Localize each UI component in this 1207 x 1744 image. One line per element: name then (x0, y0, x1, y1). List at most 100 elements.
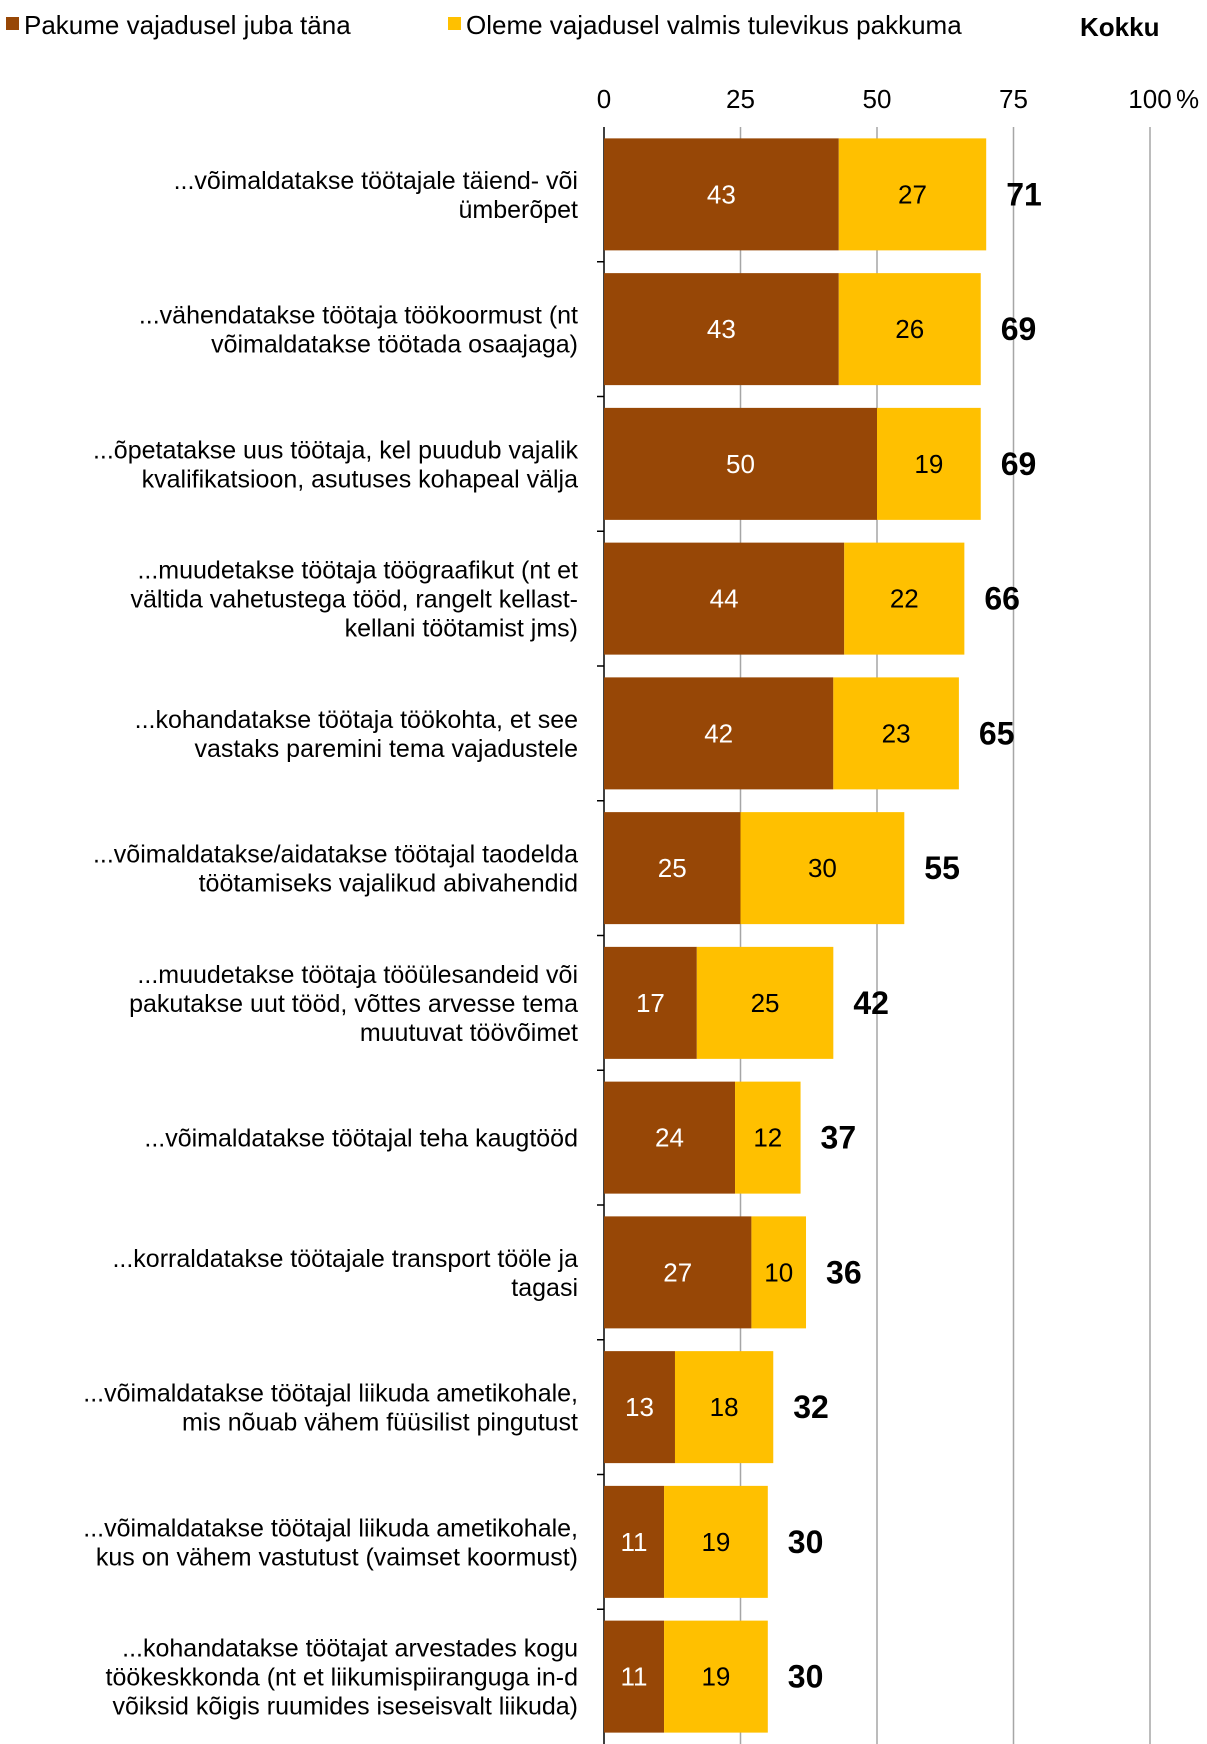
legend-swatch-series-2 (448, 17, 461, 30)
category-label-line: ...kohandatakse töötajat arvestades kogu (122, 1635, 578, 1663)
category-label-line: kvalifikatsioon, asutuses kohapeal välja (142, 465, 578, 493)
category-label-line: töötamiseks vajalikud abivahendid (199, 870, 578, 898)
legend-label-series-2: Oleme vajadusel valmis tulevikus pakkuma (466, 10, 962, 40)
category-label: ...korraldatakse töötajale transport töö… (112, 1245, 578, 1302)
category-label: ...võimaldatakse töötajal liikuda ametik… (83, 1380, 578, 1437)
total-label: 42 (853, 985, 889, 1021)
category-label-line: ...muudetakse töötaja töögraafikut (nt e… (137, 557, 578, 585)
bar-segment-series-1 (604, 273, 839, 386)
data-label-series-1: 42 (704, 718, 733, 748)
data-label-series-1: 27 (663, 1257, 692, 1287)
total-label: 32 (793, 1389, 829, 1425)
bar-segment-series-2 (838, 138, 987, 251)
category-label: ...õpetatakse uus töötaja, kel puudub va… (93, 436, 579, 493)
category-label-line: kus on vähem vastutust (vaimset koormust… (96, 1543, 578, 1571)
bar-segment-series-2 (664, 1485, 768, 1598)
total-label: 30 (788, 1659, 824, 1695)
x-tick-label: 25 (726, 84, 755, 114)
total-label: 71 (1006, 176, 1042, 212)
total-label: 30 (788, 1524, 824, 1560)
category-label-line: mis nõuab vähem füüsilist pingutust (182, 1409, 578, 1437)
bar-segment-series-1 (604, 138, 839, 251)
x-axis-unit: % (1176, 84, 1199, 114)
category-label-line: töökeskkonda (nt et liikumispiiranguga i… (106, 1664, 578, 1692)
category-label: ...kohandatakse töötaja töökohta, et see… (135, 706, 578, 763)
bar-segment-series-2 (838, 273, 981, 386)
category-label-line: vastaks paremini tema vajadustele (194, 735, 578, 763)
legend-swatch-series-1 (6, 17, 19, 30)
bar-segment-series-2 (740, 812, 905, 925)
bar-segment-series-1 (604, 946, 697, 1059)
data-label-series-1: 25 (658, 853, 687, 883)
data-label-series-1: 11 (621, 1662, 648, 1692)
category-label-line: võiksid kõigis ruumides iseseisvalt liik… (113, 1693, 578, 1721)
data-label-series-2: 12 (753, 1123, 782, 1153)
legend: Pakume vajadusel juba täna Oleme vajadus… (6, 10, 1159, 42)
data-label-series-1: 11 (621, 1527, 648, 1557)
data-label-series-2: 27 (898, 179, 927, 209)
axis-layer: 0 25 50 75 100% (597, 84, 1199, 1744)
data-label-series-2: 19 (914, 449, 943, 479)
category-label: ...vähendatakse töötaja töökoormust (nt v… (139, 302, 578, 359)
category-label-line: ...võimaldatakse/aidatakse töötajal taod… (93, 841, 578, 869)
data-label-series-2: 26 (895, 314, 924, 344)
bar-segment-series-1 (604, 1351, 675, 1464)
category-label-line: ...õpetatakse uus töötaja, kel puudub va… (93, 436, 579, 464)
category-label: ...võimaldatakse töötajal liikuda ametik… (83, 1514, 578, 1571)
total-label: 69 (1001, 311, 1037, 347)
legend-label-series-1: Pakume vajadusel juba täna (24, 10, 351, 40)
bar-segment-series-2 (833, 677, 959, 790)
category-label-line: pakutakse uut tööd, võttes arvesse tema (129, 990, 578, 1018)
bar-segment-series-1 (604, 1081, 736, 1194)
x-tick-label: 75 (999, 84, 1028, 114)
data-label-series-2: 25 (751, 988, 780, 1018)
x-tick-label: 0 (597, 84, 611, 114)
data-label-series-1: 17 (636, 988, 665, 1018)
bar-segment-series-1 (604, 407, 877, 520)
label-layer: ...võimaldatakse töötajale täiend- või üm… (83, 167, 1042, 1721)
category-label-line: võimaldatakse töötada osaajaga) (211, 331, 578, 359)
category-label: ...võimaldatakse töötajal teha kaugtööd (144, 1125, 578, 1153)
category-label-line: tagasi (511, 1274, 578, 1302)
category-label-line: ...kohandatakse töötaja töökohta, et see (135, 706, 578, 734)
data-label-series-1: 43 (707, 314, 736, 344)
category-label-line: ümberõpet (458, 196, 578, 224)
category-label-line: ...võimaldatakse töötajal liikuda ametik… (83, 1514, 578, 1542)
category-label-line: ...korraldatakse töötajale transport töö… (112, 1245, 578, 1273)
bar-segment-series-2 (696, 946, 834, 1059)
bar-segment-series-2 (844, 542, 965, 655)
data-label-series-1: 50 (726, 449, 755, 479)
total-column-header: Kokku (1080, 12, 1159, 42)
category-label-line: ...vähendatakse töötaja töökoormust (nt (139, 302, 578, 330)
category-label: ...võimaldatakse töötajale täiend- või üm… (174, 167, 578, 224)
total-label: 36 (826, 1254, 862, 1290)
data-label-series-2: 30 (808, 853, 837, 883)
x-tick-label: 50 (863, 84, 892, 114)
bar-segment-series-1 (604, 677, 834, 790)
bar-segment-series-1 (604, 1485, 665, 1598)
bar-layer (604, 138, 987, 1733)
total-label: 55 (924, 850, 960, 886)
data-label-series-2: 18 (710, 1392, 739, 1422)
data-label-series-1: 43 (707, 179, 736, 209)
category-label-line: ...muudetakse töötaja tööülesandeid või (137, 961, 578, 989)
bar-segment-series-2 (664, 1620, 768, 1733)
x-tick-label: 100 (1128, 84, 1171, 114)
category-label-line: muutuvat töövõimet (360, 1019, 578, 1047)
total-label: 69 (1001, 446, 1037, 482)
data-label-series-1: 24 (655, 1123, 684, 1153)
category-label: ...võimaldatakse/aidatakse töötajal taod… (93, 841, 578, 898)
data-label-series-2: 22 (890, 584, 919, 614)
bar-segment-series-2 (674, 1351, 774, 1464)
bar-segment-series-2 (735, 1081, 801, 1194)
category-label-line: ...võimaldatakse töötajal teha kaugtööd (144, 1125, 578, 1153)
category-label-line: ...võimaldatakse töötajal liikuda ametik… (83, 1380, 578, 1408)
category-label-line: kellani töötamist jms) (345, 615, 578, 643)
data-label-series-2: 10 (764, 1257, 793, 1287)
category-label-line: ...võimaldatakse töötajale täiend- või (174, 167, 578, 195)
category-label: ...kohandatakse töötajat arvestades kogu… (106, 1635, 578, 1721)
category-label: ...muudetakse töötaja tööülesandeid või p… (129, 961, 578, 1047)
data-label-series-2: 23 (882, 718, 911, 748)
bar-segment-series-1 (604, 542, 845, 655)
